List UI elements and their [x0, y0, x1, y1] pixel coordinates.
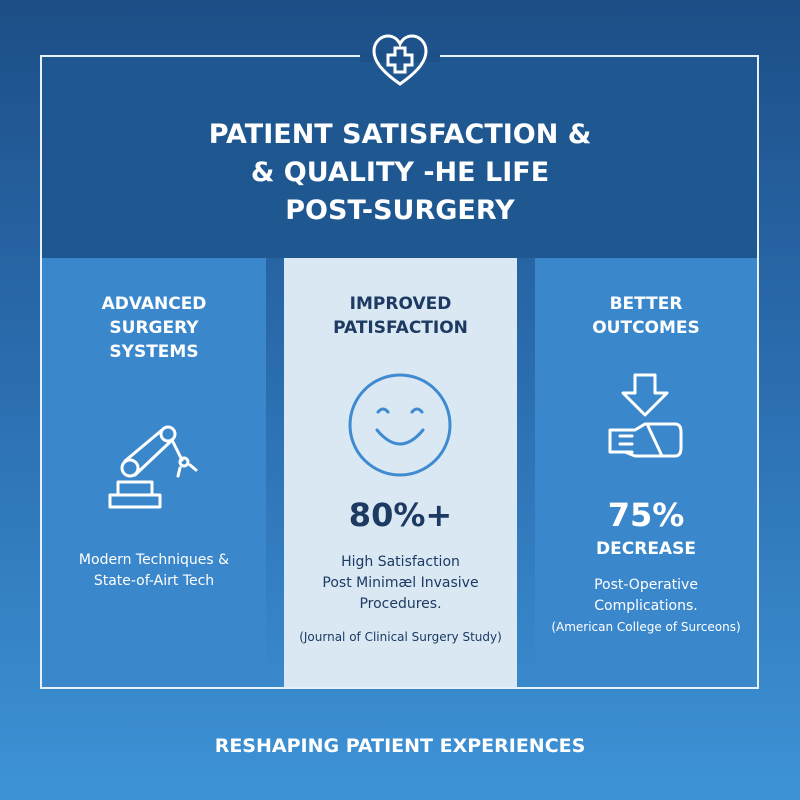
tagline: RESHAPING PATIENT EXPERIENCES: [214, 735, 586, 757]
column-heading: ADVANCED SURGERY SYSTEMS: [42, 292, 266, 364]
column-body: Post-Operative Complications.: [535, 575, 757, 617]
column-body: Modern Techniques & State-of-Airt Tech: [42, 550, 266, 592]
source: (Journal of Clinical Surgery Study): [299, 630, 502, 644]
frame-gap: [360, 50, 440, 62]
heading-line: IMPROVED: [349, 294, 452, 314]
column-panel: [42, 258, 266, 689]
body-line: State-of-Airt Tech: [93, 573, 215, 589]
stat: 75%: [607, 496, 685, 534]
smiley-icon: [348, 373, 452, 477]
title-line: PATIENT SATISFACTION &: [208, 119, 592, 150]
heading-line: ADVANCED: [101, 294, 207, 314]
heading-line: BETTER: [609, 294, 683, 314]
body-line: High Satisfaction: [341, 554, 460, 570]
body-line: Post-Operative: [594, 577, 698, 593]
heading-line: SYSTEMS: [109, 342, 199, 362]
column-heading: BETTER OUTCOMES: [535, 292, 757, 340]
body-line: Procedures.: [359, 596, 442, 612]
column-panel: [535, 258, 757, 689]
outcome-icon: [608, 373, 683, 458]
column-heading: IMPROVED PATISFACTION: [284, 292, 517, 340]
heading-line: SURGERY: [109, 318, 199, 338]
title: PATIENT SATISFACTION & & QUALITY -HE LIF…: [80, 116, 720, 230]
title-line: POST-SURGERY: [285, 195, 515, 226]
stat: 80%+: [348, 496, 453, 534]
stat-label: DECREASE: [596, 539, 696, 559]
robot-arm-icon: [108, 425, 198, 509]
column-body: High Satisfaction Post Minimæl Invasive …: [284, 552, 517, 615]
heart-icon: [372, 34, 428, 86]
heading-line: OUTCOMES: [592, 318, 700, 338]
source: (American College of Surceons): [551, 620, 741, 634]
title-line: & QUALITY -HE LIFE: [250, 157, 550, 188]
body-line: Complications.: [594, 598, 698, 614]
body-line: Modern Techniques &: [78, 552, 230, 568]
heading-line: PATISFACTION: [333, 318, 468, 338]
body-line: Post Minimæl Invasive: [322, 575, 479, 591]
title-panel: [42, 57, 757, 258]
